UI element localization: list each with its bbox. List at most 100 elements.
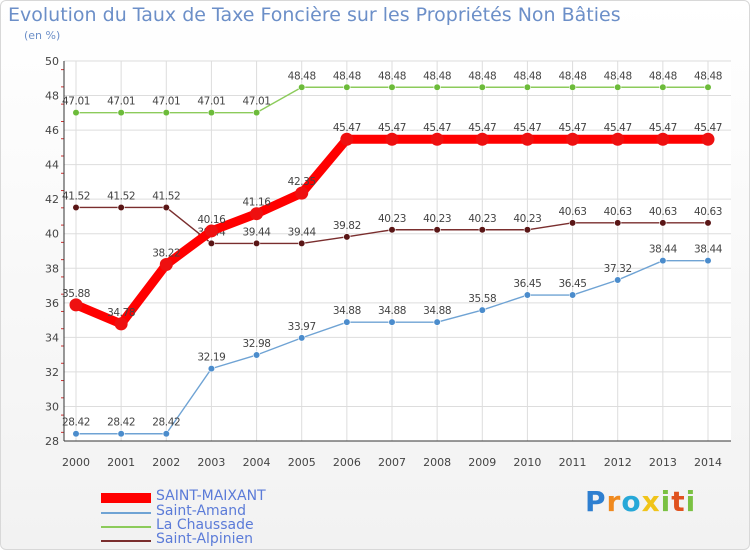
- data-label-saint-alpinien: 40.63: [559, 206, 587, 218]
- data-label-saint-maixant: 34.78: [107, 307, 135, 319]
- data-point-saint-alpinien: [704, 219, 712, 227]
- data-label-la-chaussade: 48.48: [694, 70, 722, 82]
- data-label-saint-alpinien: 40.23: [513, 213, 541, 225]
- data-point-la-chaussade: [568, 83, 577, 91]
- data-label-saint-amand: 36.45: [513, 278, 541, 290]
- legend-item-saint-alpinien: Saint-Alpinien: [101, 531, 341, 547]
- legend-swatch-la-chaussade: [101, 526, 151, 528]
- data-label-saint-amand: 28.42: [62, 417, 90, 429]
- data-point-saint-maixant: [566, 132, 580, 146]
- y-tick-label: 32: [45, 366, 59, 379]
- data-label-saint-maixant: 45.47: [694, 122, 722, 134]
- data-point-saint-amand: [704, 257, 712, 265]
- x-tick-label: 2011: [559, 456, 587, 469]
- data-point-saint-amand: [614, 276, 622, 284]
- data-point-saint-amand: [388, 318, 396, 326]
- data-point-la-chaussade: [523, 83, 532, 91]
- data-point-la-chaussade: [614, 83, 622, 91]
- data-label-saint-maixant: 45.47: [649, 122, 677, 134]
- data-point-saint-maixant: [69, 298, 83, 312]
- data-label-la-chaussade: 48.48: [468, 70, 496, 82]
- x-tick-label: 2014: [694, 456, 722, 469]
- data-label-saint-maixant: 40.16: [197, 214, 226, 226]
- data-point-saint-alpinien: [162, 203, 170, 212]
- data-point-saint-maixant: [475, 132, 489, 146]
- legend-label-saint-alpinien: Saint-Alpinien: [156, 531, 253, 547]
- y-tick-label: 44: [45, 159, 59, 172]
- data-point-saint-amand: [117, 430, 125, 438]
- x-tick-label: 2013: [649, 456, 677, 469]
- data-label-la-chaussade: 48.48: [333, 70, 361, 82]
- data-label-la-chaussade: 48.48: [423, 70, 451, 82]
- legend-swatch-saint-maixant: [101, 493, 151, 503]
- data-point-saint-alpinien: [614, 219, 622, 227]
- data-label-la-chaussade: 48.48: [513, 70, 541, 82]
- data-label-saint-amand: 28.42: [152, 417, 180, 429]
- y-tick-label: 48: [45, 90, 59, 103]
- data-point-saint-maixant: [611, 132, 625, 146]
- y-tick-label: 50: [45, 55, 59, 68]
- data-point-saint-amand: [478, 306, 486, 314]
- data-label-saint-alpinien: 41.52: [62, 190, 90, 202]
- x-tick-label: 2007: [378, 456, 406, 469]
- x-tick-label: 2012: [604, 456, 632, 469]
- data-point-la-chaussade: [252, 109, 261, 117]
- data-point-la-chaussade: [659, 83, 667, 91]
- y-tick-label: 46: [45, 124, 59, 137]
- data-point-saint-amand: [207, 365, 216, 373]
- data-point-saint-amand: [72, 430, 80, 438]
- data-label-la-chaussade: 47.01: [62, 96, 90, 108]
- data-label-saint-amand: 38.44: [649, 244, 678, 256]
- data-label-saint-amand: 34.88: [378, 305, 406, 317]
- data-label-saint-amand: 32.98: [243, 338, 271, 350]
- data-label-saint-alpinien: 41.52: [107, 190, 135, 202]
- data-label-saint-maixant: 45.47: [468, 122, 496, 134]
- data-label-saint-maixant: 45.47: [559, 122, 587, 134]
- data-label-saint-alpinien: 40.63: [649, 206, 677, 218]
- data-label-la-chaussade: 48.48: [378, 70, 406, 82]
- data-point-saint-amand: [343, 318, 351, 326]
- x-tick-label: 2009: [468, 456, 496, 469]
- x-tick-label: 2000: [62, 456, 90, 469]
- y-tick-label: 28: [45, 435, 59, 448]
- data-label-saint-maixant: 45.47: [333, 122, 361, 134]
- data-point-saint-maixant: [340, 132, 354, 146]
- x-tick-label: 2001: [107, 456, 135, 469]
- x-tick-label: 2005: [288, 456, 316, 469]
- data-point-saint-amand: [659, 257, 667, 265]
- data-label-saint-alpinien: 40.23: [468, 213, 496, 225]
- data-point-saint-alpinien: [433, 226, 441, 234]
- data-point-saint-alpinien: [207, 239, 216, 247]
- data-point-saint-alpinien: [343, 233, 351, 241]
- data-point-saint-maixant: [430, 132, 444, 146]
- data-point-saint-alpinien: [388, 226, 396, 234]
- data-label-saint-maixant: 45.47: [604, 122, 632, 134]
- data-label-saint-amand: 33.97: [288, 321, 316, 333]
- data-point-saint-alpinien: [298, 239, 306, 247]
- data-point-saint-maixant: [295, 186, 309, 200]
- data-label-la-chaussade: 48.48: [604, 70, 632, 82]
- data-label-saint-amand: 37.32: [604, 263, 632, 275]
- data-point-saint-alpinien: [117, 203, 125, 212]
- data-label-saint-amand: 38.44: [694, 244, 723, 256]
- data-point-saint-amand: [252, 351, 261, 359]
- legend-swatch-saint-amand: [101, 512, 151, 514]
- data-point-saint-maixant: [701, 132, 715, 146]
- data-label-saint-maixant: 38.22: [152, 247, 180, 259]
- y-tick-label: 42: [45, 193, 59, 206]
- data-point-saint-alpinien: [252, 239, 261, 247]
- data-label-saint-alpinien: 39.44: [288, 226, 317, 238]
- data-label-saint-maixant: 42.35: [288, 176, 316, 188]
- data-point-saint-maixant: [250, 207, 264, 221]
- data-point-saint-alpinien: [478, 226, 486, 234]
- data-point-la-chaussade: [207, 109, 216, 117]
- data-point-la-chaussade: [704, 83, 712, 91]
- legend-label-la-chaussade: La Chaussade: [156, 517, 254, 533]
- data-label-saint-amand: 35.58: [468, 293, 496, 305]
- data-point-saint-maixant: [204, 224, 218, 238]
- y-tick-label: 38: [45, 262, 59, 275]
- data-label-saint-maixant: 45.47: [378, 122, 406, 134]
- data-point-saint-alpinien: [568, 219, 577, 227]
- legend-item-saint-amand: Saint-Amand: [101, 503, 341, 519]
